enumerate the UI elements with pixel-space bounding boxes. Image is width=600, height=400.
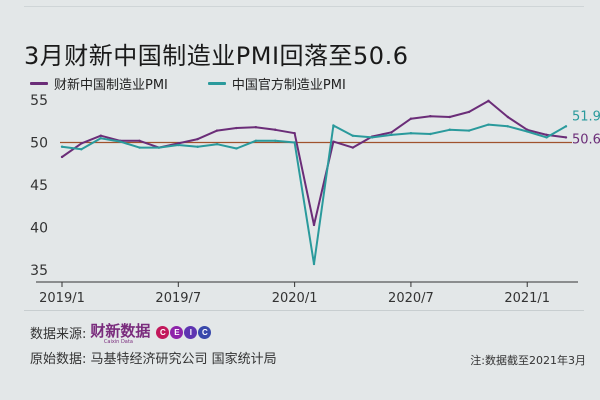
data-point-official-15 (351, 134, 354, 137)
data-point-official-2 (99, 137, 102, 140)
data-point-official-1 (80, 148, 83, 151)
legend-swatch-caixin (30, 82, 48, 85)
x-tick-label-3: 2020/7 (388, 291, 434, 306)
data-point-caixin-19 (429, 114, 432, 118)
x-tick-label-2: 2020/1 (272, 291, 318, 306)
legend-item-official: 中国官方制造业PMI (207, 74, 346, 93)
data-point-caixin-14 (332, 140, 335, 143)
original-data-source: 原始数据: 马基特经济研究公司 国家统计局 (30, 352, 277, 367)
legend-item-caixin: 财新中国制造业PMI (30, 74, 168, 93)
data-point-official-13 (312, 262, 316, 266)
series-line-official (61, 123, 567, 265)
data-point-caixin-2 (99, 134, 102, 137)
legend-label-caixin: 财新中国制造业PMI (54, 78, 168, 93)
end-label-official: 51.9 (572, 109, 600, 124)
caixin-data-logo-text: 财新数据 (90, 322, 151, 340)
end-label-caixin: 50.6 (572, 132, 600, 147)
data-point-official-25 (545, 136, 548, 139)
data-point-caixin-22 (487, 99, 490, 103)
data-point-official-6 (177, 143, 180, 147)
data-point-official-22 (487, 123, 490, 126)
ceic-letter-3: C (198, 326, 212, 339)
data-point-caixin-0 (60, 155, 64, 159)
data-point-official-23 (506, 125, 510, 128)
y-tick-label-0: 35 (30, 263, 48, 279)
x-tick-label-4: 2021/1 (504, 291, 550, 306)
data-cutoff-note: 注:数据截至2021年3月 (470, 354, 586, 367)
data-point-official-19 (429, 132, 432, 136)
data-point-caixin-7 (196, 137, 199, 141)
series-line-caixin (61, 99, 567, 226)
data-point-caixin-15 (351, 146, 354, 149)
top-rule (24, 6, 584, 7)
data-point-caixin-23 (506, 115, 510, 119)
legend-label-official: 中国官方制造业PMI (231, 78, 346, 93)
data-point-official-7 (196, 145, 199, 148)
data-point-caixin-6 (177, 142, 180, 145)
y-tick-label-2: 45 (30, 178, 48, 194)
data-point-official-18 (409, 131, 413, 135)
legend-swatch-official (207, 82, 226, 85)
data-point-official-3 (118, 140, 122, 143)
data-point-official-4 (138, 146, 141, 149)
y-tick-label-3: 50 (30, 136, 48, 152)
y-tick-label-1: 40 (30, 221, 48, 237)
data-point-official-21 (467, 129, 471, 132)
data-point-official-24 (526, 130, 529, 133)
data-point-caixin-9 (235, 126, 238, 130)
data-point-official-26 (564, 125, 568, 128)
data-point-official-8 (215, 143, 219, 146)
data-point-official-9 (235, 147, 238, 150)
data-point-caixin-11 (274, 128, 277, 131)
caixin-data-logo-subtext: Caixin Data (103, 339, 133, 345)
data-point-caixin-25 (545, 133, 548, 137)
data-point-official-16 (370, 136, 374, 139)
data-point-caixin-1 (80, 142, 83, 145)
data-point-caixin-13 (312, 223, 316, 227)
data-point-official-11 (274, 139, 277, 142)
data-point-caixin-8 (215, 129, 219, 132)
data-point-official-12 (293, 141, 296, 144)
data-point-official-10 (254, 139, 258, 142)
x-tick-label-0: 2019/1 (39, 291, 85, 306)
data-point-official-0 (60, 145, 64, 148)
ceic-letter-2: I (184, 326, 198, 339)
ceic-letter-0: C (156, 326, 170, 339)
data-point-caixin-17 (390, 131, 393, 134)
data-point-caixin-12 (293, 131, 296, 135)
data-point-official-17 (390, 133, 393, 137)
x-tick-label-1: 2019/7 (155, 291, 201, 306)
data-point-caixin-26 (564, 136, 568, 139)
data-point-caixin-18 (409, 117, 413, 120)
data-point-caixin-21 (467, 110, 471, 114)
source-label: 数据来源: (30, 327, 87, 342)
ceic-letter-1: E (170, 326, 184, 339)
chart-title: 3月财新中国制造业PMI回落至50.6 (24, 42, 409, 70)
caixin-data-logo: 财新数据 Caixin Data (86, 320, 150, 345)
pmi-line-chart: 35 40 45 50 55 2019/1 2019/7 2020/1 2020/7 2021/1… (30, 93, 600, 306)
data-point-caixin-10 (254, 126, 258, 129)
data-point-official-14 (332, 124, 335, 127)
data-point-caixin-20 (448, 115, 451, 119)
bottom-rule (24, 310, 584, 311)
legend: 财新中国制造业PMI 中国官方制造业PMI (30, 74, 346, 93)
data-point-official-20 (448, 128, 451, 131)
y-tick-label-4: 55 (30, 93, 48, 109)
data-point-caixin-4 (138, 139, 141, 142)
data-point-official-5 (157, 146, 161, 149)
